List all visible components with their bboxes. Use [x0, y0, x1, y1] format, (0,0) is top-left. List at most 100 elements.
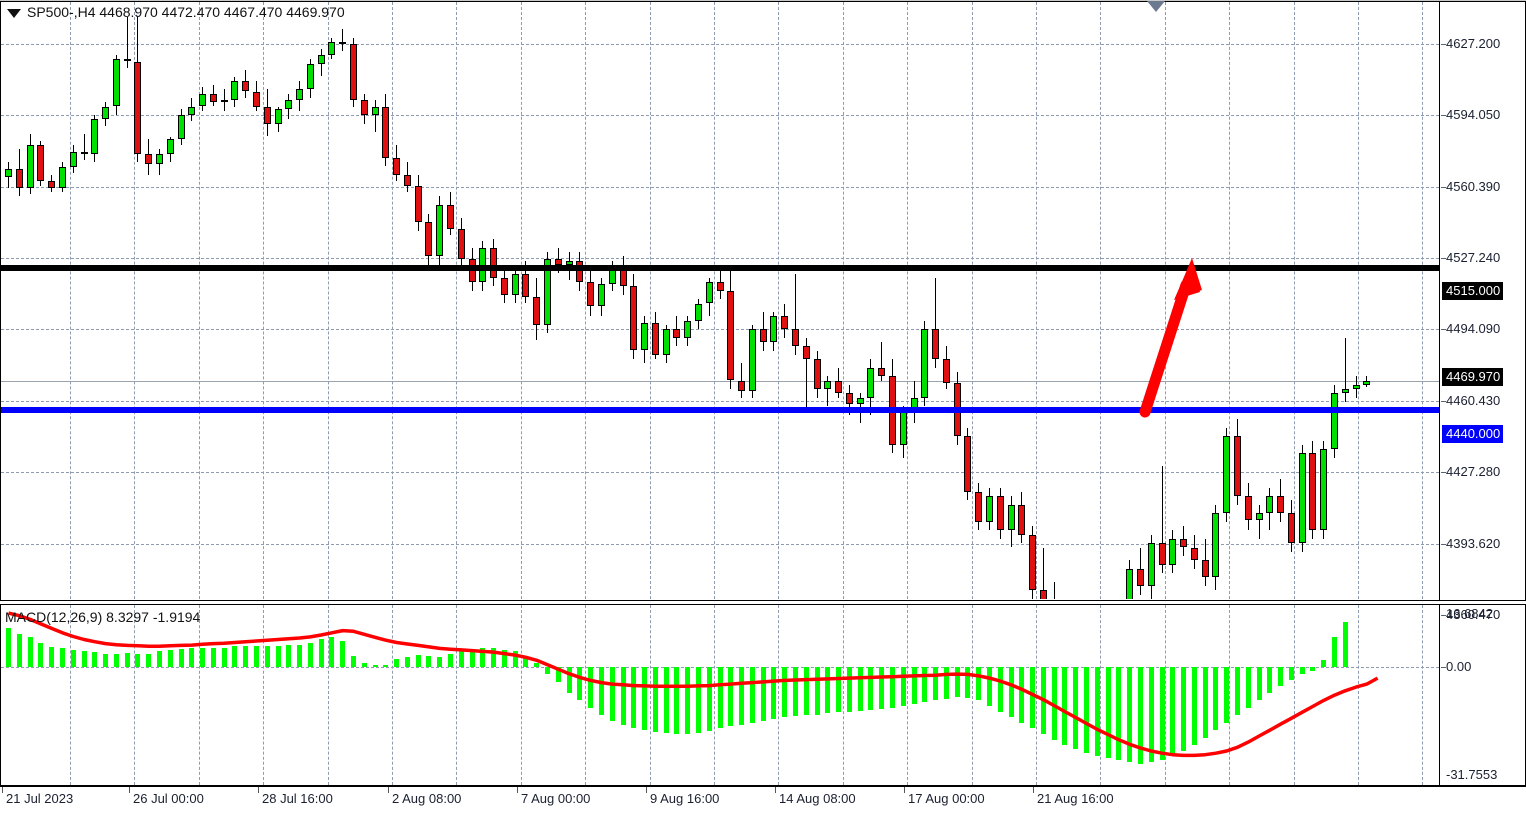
candlestick [188, 2, 196, 599]
macd-histogram-bar [232, 646, 238, 667]
candlestick [597, 2, 605, 599]
macd-histogram-bar [728, 667, 734, 726]
candlestick [166, 2, 174, 599]
candlestick [1061, 2, 1068, 599]
macd-histogram-bar [1094, 667, 1100, 757]
candle-body-bullish [511, 273, 519, 295]
candle-body-bearish [123, 59, 131, 62]
candlestick [242, 2, 250, 599]
candle-body-bullish [1320, 449, 1328, 531]
price-axis-highlight-label[interactable]: 4469.970 [1442, 368, 1504, 386]
vertical-gridline [972, 605, 973, 785]
candle-body-bearish [263, 106, 271, 124]
macd-histogram-bar [1137, 667, 1143, 764]
vertical-gridline [1229, 2, 1230, 599]
macd-histogram-bar [415, 655, 421, 667]
price-axis-highlight-label[interactable]: 4515.000 [1442, 282, 1504, 300]
candle-body-bearish [878, 367, 886, 377]
candlestick [662, 2, 670, 599]
candle-body-bullish [1223, 436, 1231, 514]
vertical-gridline [70, 2, 71, 599]
candle-body-bullish [91, 119, 99, 154]
price-axis-highlight-label[interactable]: 4440.000 [1442, 425, 1504, 443]
macd-histogram-bar [857, 667, 863, 711]
price-axis-label: 4427.280 [1446, 464, 1501, 479]
candle-wick [83, 134, 85, 160]
time-axis-tick [775, 787, 776, 793]
candle-body-bearish [1158, 543, 1166, 565]
candle-body-bearish [835, 380, 843, 394]
time-axis-label: 2 Aug 08:00 [392, 791, 462, 806]
candle-body-bullish [155, 153, 163, 165]
candle-body-bullish [112, 59, 120, 107]
macd-histogram-bar [814, 667, 820, 715]
macd-histogram-bar [620, 667, 626, 725]
macd-histogram-bar [92, 652, 98, 667]
price-axis[interactable]: 4627.200 4594.050 4560.390 4527.240 4494.090… [1441, 2, 1526, 622]
candle-body-bullish [1363, 380, 1371, 385]
symbol-header: SP500-,H4 4468.970 4472.470 4467.470 446… [7, 4, 345, 20]
current-price-line [1, 381, 1439, 382]
time-axis: 21 Jul 2023 26 Jul 00:00 28 Jul 16:00 2 Aug… [0, 786, 1526, 814]
price-axis-label: 4360.470 [1446, 607, 1501, 622]
macd-histogram-bar [1019, 667, 1025, 723]
candlestick [813, 2, 821, 599]
macd-histogram-bar [1051, 667, 1057, 740]
vertical-gridline [521, 2, 522, 599]
candlestick [1105, 2, 1112, 599]
candlestick [932, 2, 940, 599]
macd-histogram-bar [836, 667, 842, 713]
candlestick [1363, 2, 1371, 599]
candlestick [1072, 2, 1079, 599]
macd-histogram-bar [512, 651, 518, 667]
macd-histogram-bar [642, 667, 647, 731]
candlestick [263, 2, 271, 599]
candlestick [544, 2, 551, 599]
candlestick [48, 2, 56, 599]
candle-body-bearish [425, 222, 433, 257]
candle-body-bearish [80, 151, 88, 154]
macd-histogram-bar [534, 663, 540, 667]
time-axis-label: 28 Jul 16:00 [262, 791, 333, 806]
macd-histogram-bar [200, 647, 205, 667]
macd-histogram-bar [976, 667, 982, 701]
macd-histogram-bar [480, 647, 486, 667]
price-axis-label: 4627.200 [1446, 36, 1501, 51]
macd-histogram-bar [167, 649, 173, 667]
macd-histogram-bar [652, 667, 658, 732]
candlestick [80, 2, 88, 599]
vertical-gridline [778, 2, 779, 599]
macd-histogram-bar [965, 667, 971, 698]
candlestick [145, 2, 153, 599]
macd-histogram-bar [922, 667, 928, 703]
candlestick [673, 2, 681, 599]
macd-histogram-bar [987, 667, 992, 706]
vertical-gridline [199, 605, 200, 785]
candle-body-bullish [1255, 513, 1263, 520]
candlestick [802, 2, 810, 599]
macd-histogram-bar [1288, 667, 1294, 680]
axis-tick-mark [1441, 44, 1446, 45]
vertical-gridline [1100, 605, 1101, 785]
vertical-gridline [328, 2, 329, 599]
candle-body-bullish [565, 260, 573, 265]
resistance-line[interactable] [1, 265, 1439, 271]
candlestick [953, 2, 961, 599]
macd-axis[interactable]: 16.6842 0.00 -31.7553 [1441, 605, 1526, 785]
vertical-gridline [1294, 605, 1295, 785]
candlestick [587, 2, 595, 599]
chevron-down-icon[interactable] [7, 8, 21, 18]
top-edge [0, 0, 1526, 1]
candle-body-bullish [69, 151, 77, 167]
vertical-gridline [585, 2, 586, 599]
candlestick [565, 2, 573, 599]
candle-body-bullish [1212, 513, 1220, 578]
macd-histogram-bar [943, 667, 949, 699]
candle-body-bullish [921, 329, 929, 398]
macd-histogram-bar [900, 667, 906, 706]
price-plot-area[interactable] [1, 2, 1439, 599]
support-line[interactable] [1, 407, 1439, 413]
macd-plot-area[interactable] [1, 605, 1439, 785]
macd-histogram-bar [275, 646, 281, 667]
time-axis-tick [1033, 787, 1034, 793]
